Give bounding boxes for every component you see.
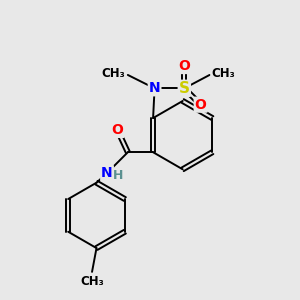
Text: S: S <box>179 81 190 96</box>
Text: O: O <box>195 98 207 112</box>
Text: CH₃: CH₃ <box>80 275 104 288</box>
Text: O: O <box>178 59 190 73</box>
Text: CH₃: CH₃ <box>211 67 235 80</box>
Text: O: O <box>112 123 123 137</box>
Text: N: N <box>149 81 161 95</box>
Text: N: N <box>101 166 113 180</box>
Text: H: H <box>113 169 124 182</box>
Text: CH₃: CH₃ <box>101 67 125 80</box>
